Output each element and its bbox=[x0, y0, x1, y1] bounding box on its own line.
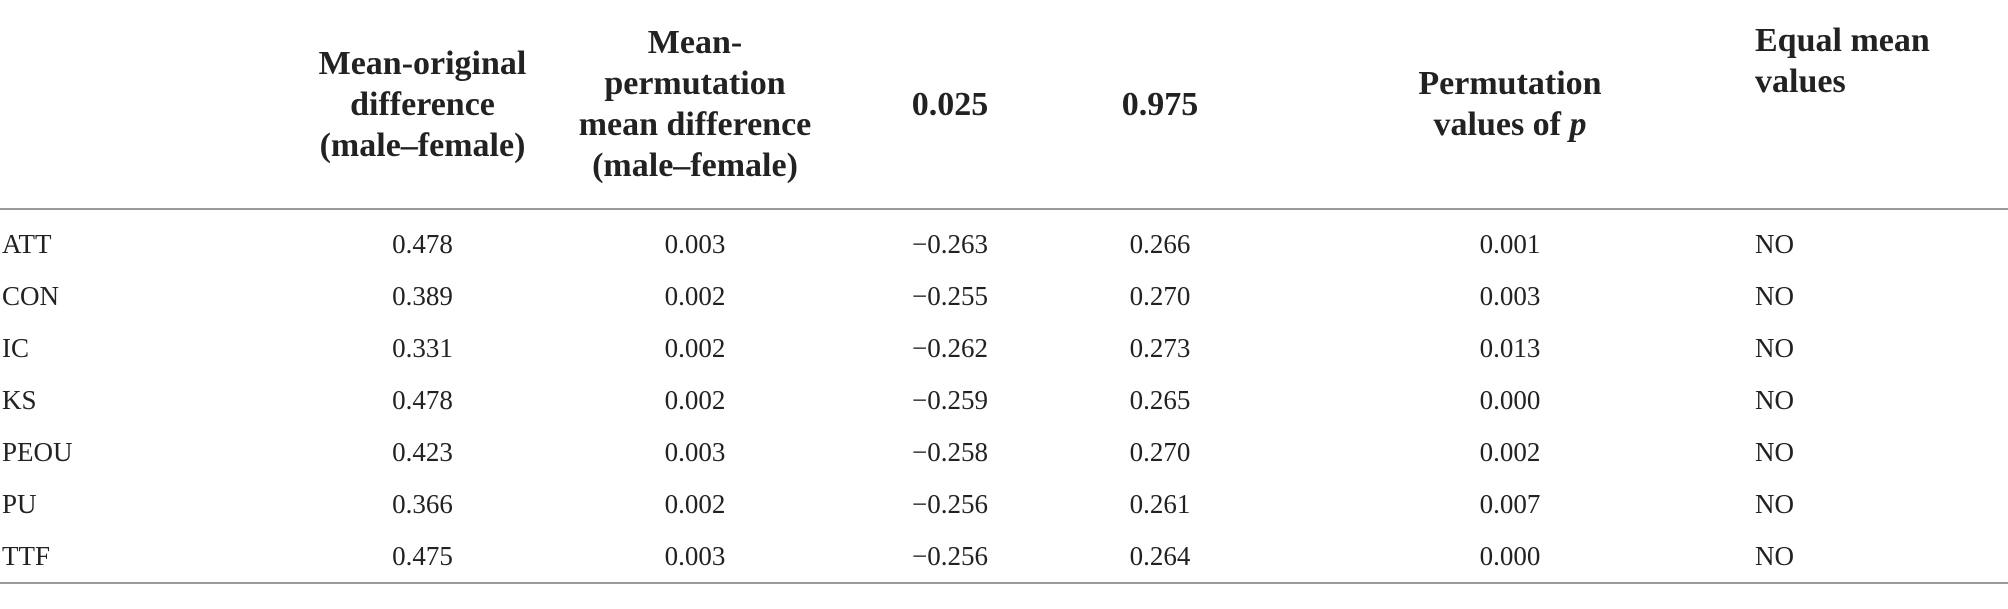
construct-cell: TTF bbox=[0, 530, 300, 584]
permutation-p-cell: 0.000 bbox=[1265, 530, 1755, 584]
quantile-975-cell: 0.270 bbox=[1129, 437, 1191, 467]
header-equal-mean: Equal mean values bbox=[1755, 0, 2008, 210]
mean-permutation-cell: 0.003 bbox=[664, 229, 726, 259]
quantile-975-cell: 0.261 bbox=[1129, 489, 1191, 519]
table-row: IC 0.331 0.002 −0.262 0.273 0.013 NO bbox=[0, 322, 2008, 374]
table-row: CON 0.389 0.002 −0.255 0.270 0.003 NO bbox=[0, 270, 2008, 322]
mean-original-cell: 0.423 bbox=[392, 437, 453, 467]
mean-original-cell: 0.478 bbox=[392, 229, 453, 259]
header-mean-original-line-3: (male–female) bbox=[319, 126, 526, 164]
permutation-p-cell: 0.002 bbox=[1479, 437, 1541, 467]
header-equal-mean-line-2: values bbox=[1755, 63, 1846, 100]
header-construct bbox=[0, 0, 300, 210]
equal-mean-cell: NO bbox=[1755, 437, 1794, 467]
table-row: ATT 0.478 0.003 −0.263 0.266 0.001 NO bbox=[0, 218, 2008, 270]
header-mean-permutation-line-4: (male–female) bbox=[592, 147, 798, 184]
header-mean-original: Mean-original difference (male–female) bbox=[300, 0, 545, 210]
mean-original-cell: 0.478 bbox=[392, 385, 453, 415]
spacer-cell bbox=[0, 209, 2008, 218]
quantile-975-cell: 0.273 bbox=[1129, 333, 1191, 363]
header-mean-permutation-line-3: mean difference bbox=[578, 106, 812, 143]
mean-permutation-cell: 0.002 bbox=[664, 281, 726, 311]
equal-mean-cell: NO bbox=[1755, 333, 1794, 363]
mean-permutation-cell: 0.002 bbox=[664, 489, 726, 519]
header-quantile-975: 0.975 bbox=[1055, 0, 1265, 210]
header-mean-original-line-2: difference bbox=[350, 85, 495, 123]
equal-mean-cell: NO bbox=[1755, 530, 2008, 584]
mean-permutation-cell: 0.002 bbox=[664, 333, 726, 363]
equal-mean-cell: NO bbox=[1755, 229, 1794, 259]
table-header: Mean-original difference (male–female) M… bbox=[0, 0, 2008, 210]
header-mean-original-line-1: Mean-original bbox=[318, 44, 527, 82]
header-mean-permutation-line-2: permutation bbox=[604, 65, 786, 102]
header-quantile-025: 0.025 bbox=[845, 0, 1055, 210]
header-permutation-p-prefix: values of bbox=[1433, 106, 1570, 143]
table-row: PEOU 0.423 0.003 −0.258 0.270 0.002 NO bbox=[0, 426, 2008, 478]
mean-permutation-cell: 0.003 bbox=[545, 530, 845, 584]
table-row: TTF 0.475 0.003 −0.256 0.264 0.000 NO bbox=[0, 530, 2008, 584]
construct-cell: IC bbox=[2, 333, 29, 363]
permutation-p-cell: 0.003 bbox=[1479, 281, 1541, 311]
quantile-975-cell: 0.264 bbox=[1055, 530, 1265, 584]
construct-cell: PEOU bbox=[2, 437, 73, 467]
spacer-row bbox=[0, 209, 2008, 218]
header-permutation-p-line-2: values of p bbox=[1265, 104, 1755, 145]
construct-cell: CON bbox=[2, 281, 60, 311]
header-row: Mean-original difference (male–female) M… bbox=[0, 0, 2008, 210]
mean-permutation-cell: 0.003 bbox=[664, 437, 726, 467]
header-mean-permutation-line-1: Mean- bbox=[647, 24, 743, 61]
quantile-025-cell: −0.262 bbox=[912, 333, 988, 363]
quantile-025-cell: −0.259 bbox=[912, 385, 988, 415]
permutation-p-cell: 0.000 bbox=[1479, 385, 1541, 415]
construct-cell: PU bbox=[2, 489, 37, 519]
mean-permutation-cell: 0.002 bbox=[664, 385, 726, 415]
header-permutation-p-line-1: Permutation bbox=[1418, 65, 1602, 102]
quantile-025-cell: −0.256 bbox=[912, 489, 988, 519]
mean-original-cell: 0.389 bbox=[392, 281, 453, 311]
mean-original-cell: 0.475 bbox=[300, 530, 545, 584]
equal-mean-cell: NO bbox=[1755, 281, 1794, 311]
permutation-results-table: Mean-original difference (male–female) M… bbox=[0, 0, 2008, 584]
quantile-975-cell: 0.270 bbox=[1129, 281, 1191, 311]
permutation-p-cell: 0.001 bbox=[1479, 229, 1541, 259]
mean-original-cell: 0.366 bbox=[392, 489, 453, 519]
mean-original-cell: 0.331 bbox=[392, 333, 453, 363]
quantile-975-cell: 0.265 bbox=[1129, 385, 1191, 415]
equal-mean-cell: NO bbox=[1755, 385, 1794, 415]
quantile-025-cell: −0.263 bbox=[912, 229, 988, 259]
construct-cell: ATT bbox=[2, 229, 52, 259]
table-body: ATT 0.478 0.003 −0.263 0.266 0.001 NO CO… bbox=[0, 209, 2008, 584]
permutation-results-table-container: Mean-original difference (male–female) M… bbox=[0, 0, 2008, 584]
permutation-p-cell: 0.013 bbox=[1479, 333, 1541, 363]
header-permutation-p: Permutation values of p bbox=[1265, 0, 1755, 210]
quantile-025-cell: −0.256 bbox=[845, 530, 1055, 584]
header-permutation-p-symbol: p bbox=[1569, 106, 1587, 143]
table-row: KS 0.478 0.002 −0.259 0.265 0.000 NO bbox=[0, 374, 2008, 426]
equal-mean-cell: NO bbox=[1755, 489, 1794, 519]
quantile-025-cell: −0.258 bbox=[912, 437, 988, 467]
quantile-975-cell: 0.266 bbox=[1129, 229, 1191, 259]
permutation-p-cell: 0.007 bbox=[1479, 489, 1541, 519]
construct-cell: KS bbox=[2, 385, 37, 415]
header-equal-mean-line-1: Equal mean bbox=[1755, 22, 1930, 59]
header-mean-permutation: Mean- permutation mean difference (male–… bbox=[545, 0, 845, 210]
table-row: PU 0.366 0.002 −0.256 0.261 0.007 NO bbox=[0, 478, 2008, 530]
quantile-025-cell: −0.255 bbox=[912, 281, 988, 311]
